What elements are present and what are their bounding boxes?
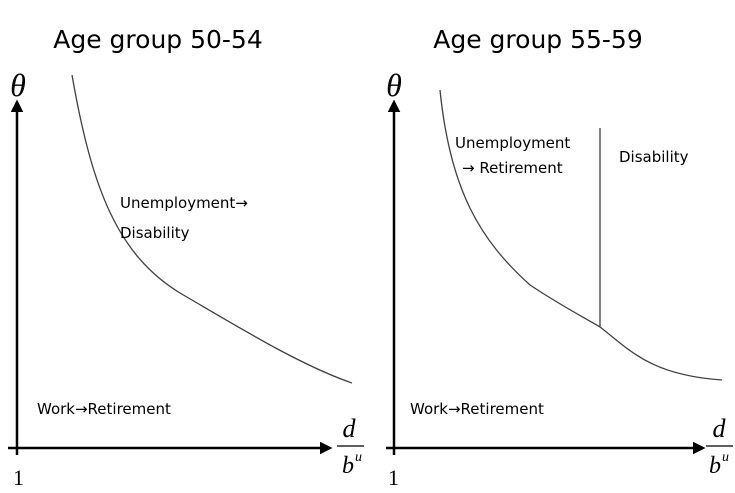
- region-label: Work→Retirement: [410, 400, 544, 418]
- origin-label: 1: [388, 465, 399, 490]
- panel-title: Age group 55-59: [433, 25, 643, 54]
- x-label-denominator: b: [342, 453, 354, 479]
- x-label-superscript: u: [355, 450, 362, 465]
- region-label: Disability: [619, 148, 689, 166]
- x-label-superscript: u: [722, 450, 729, 465]
- y-label: θ: [386, 67, 402, 103]
- x-label-numerator: d: [713, 414, 727, 443]
- boundary-curve: [439, 89, 723, 381]
- region-label: Unemployment→: [120, 194, 248, 212]
- region-label: → Retirement: [462, 159, 563, 177]
- panel-title: Age group 50-54: [53, 25, 263, 54]
- region-label: Work→Retirement: [37, 400, 171, 418]
- x-label-numerator: d: [343, 414, 357, 443]
- panel-right: Age group 55-59 θ 1 d b u Unemployment →…: [386, 25, 733, 490]
- region-label: Unemployment: [455, 134, 570, 152]
- x-label-denominator: b: [709, 453, 721, 479]
- y-label: θ: [10, 67, 26, 103]
- origin-label: 1: [13, 465, 24, 490]
- region-label: Disability: [120, 224, 190, 242]
- boundary-curve: [71, 74, 353, 384]
- panel-left: Age group 50-54 θ 1 d b u Unemployment→ …: [8, 25, 364, 490]
